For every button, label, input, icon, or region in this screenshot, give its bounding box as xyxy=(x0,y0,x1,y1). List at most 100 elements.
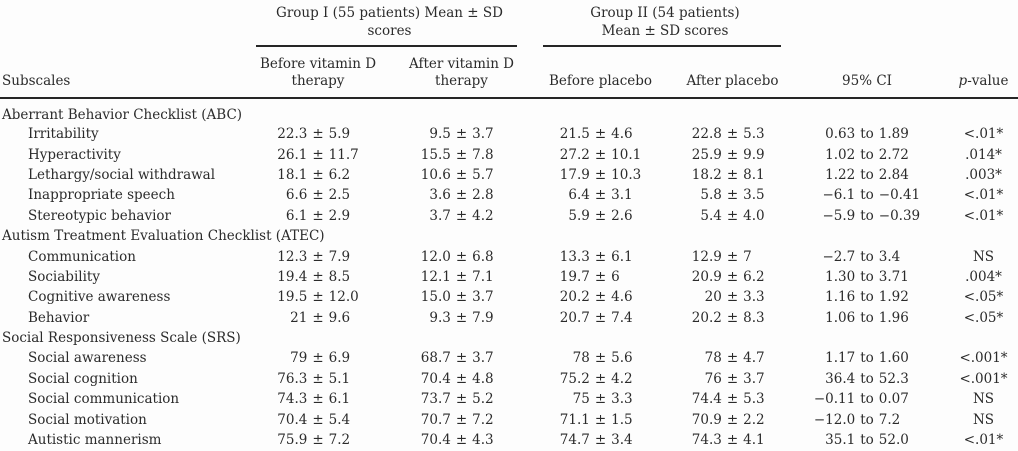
mean-sd-cell-pair: 13.3 ±6.1 xyxy=(533,249,668,265)
mean-sd-cell-pair: 79 ±6.9 xyxy=(246,350,390,366)
mean-sd-cell-separator: ± xyxy=(312,411,324,428)
ci-cell: −12.0 to 7.2 xyxy=(797,409,937,429)
ci-cell-separator: to xyxy=(860,207,874,224)
mean-sd-cell-right: 4.1 xyxy=(743,432,765,449)
ci-cell-right: 1.89 xyxy=(878,126,909,143)
mean-sd-cell-left: 70.9 xyxy=(691,411,722,428)
mean-sd-cell-right: 4.6 xyxy=(611,126,633,143)
mean-sd-cell-right: 11.7 xyxy=(328,146,359,163)
mean-sd-cell-pair: 70.9 ±2.2 xyxy=(668,412,797,428)
mean-sd-cell-right: 3.3 xyxy=(743,289,765,306)
ci-cell-left: 1.02 xyxy=(825,146,856,163)
mean-sd-cell-right: 6.2 xyxy=(743,268,765,285)
section-title: Social Responsiveness Scale (SRS) xyxy=(2,330,241,347)
mean-sd-cell-right: 7.9 xyxy=(472,309,494,326)
mean-sd-cell-separator: ± xyxy=(594,207,607,224)
column-header-row: Subscales Before vitamin D therapy After… xyxy=(0,47,1018,99)
ci-cell-left: −6.1 xyxy=(822,187,856,204)
mean-sd-cell-pair: 12.0 ±6.8 xyxy=(390,249,533,265)
mean-sd-cell-pair: 68.7 ±3.7 xyxy=(390,350,533,366)
ci-cell-right: 1.96 xyxy=(878,309,909,326)
ci-cell: 36.4 to 52.3 xyxy=(797,369,937,389)
mean-sd-cell-right: 6.2 xyxy=(328,166,351,183)
column-header-subscales: Subscales xyxy=(0,47,246,99)
mean-sd-cell-pair: 6.4 ±3.1 xyxy=(533,187,668,203)
mean-sd-cell-separator: ± xyxy=(726,187,739,204)
ci-cell-left: −12.0 xyxy=(813,411,856,428)
ci-cell-pair: 1.16 to 1.92 xyxy=(797,289,937,305)
ci-cell-left: 1.17 xyxy=(825,350,856,367)
mean-sd-cell-separator: ± xyxy=(594,350,607,367)
column-header-before-placebo: Before placebo xyxy=(533,47,668,99)
table-row: Communication 12.3 ±7.9 12.0 ±6.8 13.3 ±6.1 12.… xyxy=(0,246,1018,266)
ci-cell-separator: to xyxy=(860,146,874,163)
mean-sd-cell: 79 ±6.9 xyxy=(246,348,390,368)
p-value-cell: <.001* xyxy=(959,350,1008,367)
mean-sd-cell-separator: ± xyxy=(455,370,468,387)
table-row: Hyperactivity 26.1 ±11.7 15.5 ±7.8 27.2 ±10.1 2… xyxy=(0,144,1018,164)
mean-sd-cell: 6.6 ±2.5 xyxy=(246,185,390,205)
mean-sd-cell-pair: 20 ±3.3 xyxy=(668,289,797,305)
mean-sd-cell-separator: ± xyxy=(594,370,607,387)
ci-cell-left: 1.22 xyxy=(825,166,856,183)
mean-sd-cell-pair: 75.9 ±7.2 xyxy=(246,432,390,448)
mean-sd-cell-pair: 20.7 ±7.4 xyxy=(533,310,668,326)
mean-sd-cell-left: 68.7 xyxy=(420,350,451,367)
mean-sd-cell-pair: 6.1 ±2.9 xyxy=(246,208,390,224)
mean-sd-cell-pair: 18.2 ±8.1 xyxy=(668,167,797,183)
p-value-italic-p: p xyxy=(958,73,968,90)
ci-cell-right: 1.92 xyxy=(878,289,909,306)
ci-cell-right: 1.60 xyxy=(878,350,909,367)
mean-sd-cell-left: 75.2 xyxy=(559,370,590,387)
ci-cell-pair: −12.0 to 7.2 xyxy=(797,412,937,428)
mean-sd-cell: 78 ±4.7 xyxy=(668,348,797,368)
mean-sd-cell-right: 4.2 xyxy=(611,370,633,387)
mean-sd-cell-right: 4.0 xyxy=(743,207,765,224)
mean-sd-cell-right: 7.4 xyxy=(611,309,633,326)
mean-sd-cell-separator: ± xyxy=(726,146,739,163)
mean-sd-cell-right: 5.4 xyxy=(328,411,351,428)
table-row: Inappropriate speech 6.6 ±2.5 3.6 ±2.8 6.4 ±3.… xyxy=(0,185,1018,205)
ci-cell-pair: −5.9 to −0.39 xyxy=(797,208,937,224)
mean-sd-cell-left: 74.3 xyxy=(691,432,722,449)
mean-sd-cell-separator: ± xyxy=(594,309,607,326)
mean-sd-cell-left: 13.3 xyxy=(559,248,590,265)
p-value-cell: <.01* xyxy=(963,126,1004,143)
mean-sd-cell-left: 78 xyxy=(572,350,590,367)
mean-sd-cell-separator: ± xyxy=(312,370,324,387)
mean-sd-cell-right: 6 xyxy=(611,268,620,285)
mean-sd-cell-separator: ± xyxy=(594,268,607,285)
mean-sd-cell-pair: 12.3 ±7.9 xyxy=(246,249,390,265)
mean-sd-cell-separator: ± xyxy=(726,207,739,224)
mean-sd-cell: 19.7 ±6 xyxy=(533,267,668,287)
mean-sd-cell-separator: ± xyxy=(726,289,739,306)
mean-sd-cell-left: 18.2 xyxy=(691,166,722,183)
mean-sd-cell-right: 3.5 xyxy=(743,187,765,204)
mean-sd-cell-pair: 19.4 ±8.5 xyxy=(246,269,390,285)
ci-cell-pair: 1.17 to 1.60 xyxy=(797,350,937,366)
table-body: Aberrant Behavior Checklist (ABC) Irritab… xyxy=(0,98,1018,450)
mean-sd-cell-right: 9.6 xyxy=(328,309,351,326)
mean-sd-cell-left: 15.0 xyxy=(420,289,451,306)
mean-sd-cell-left: 20.7 xyxy=(559,309,590,326)
ci-cell-right: 2.72 xyxy=(878,146,909,163)
mean-sd-cell-right: 5.3 xyxy=(743,391,765,408)
mean-sd-cell-separator: ± xyxy=(726,370,739,387)
p-value-cell: .014* xyxy=(965,146,1002,163)
table-row: Behavior 21 ±9.6 9.3 ±7.9 20.7 ±7.4 20.2 ±8.3 1.0… xyxy=(0,308,1018,328)
ci-cell: −2.7 to 3.4 xyxy=(797,246,937,266)
mean-sd-cell: 75.2 ±4.2 xyxy=(533,369,668,389)
group-header-spacer-p xyxy=(937,0,1018,47)
mean-sd-cell-separator: ± xyxy=(455,248,468,265)
group2-header: Group II (54 patients) Mean ± SD scores xyxy=(533,0,797,47)
ci-cell-left: −2.7 xyxy=(822,248,856,265)
mean-sd-cell-right: 8.1 xyxy=(743,166,765,183)
mean-sd-cell-right: 3.7 xyxy=(472,289,494,306)
mean-sd-cell-right: 4.7 xyxy=(743,350,765,367)
ci-cell-left: 35.1 xyxy=(825,432,856,449)
mean-sd-cell: 74.3 ±4.1 xyxy=(668,430,797,450)
column-header-after-vitamin-d: After vitamin D therapy xyxy=(390,47,533,99)
p-value-cell: NS xyxy=(972,411,995,428)
mean-sd-cell-left: 27.2 xyxy=(559,146,590,163)
p-value-cell: <.01* xyxy=(963,432,1004,449)
